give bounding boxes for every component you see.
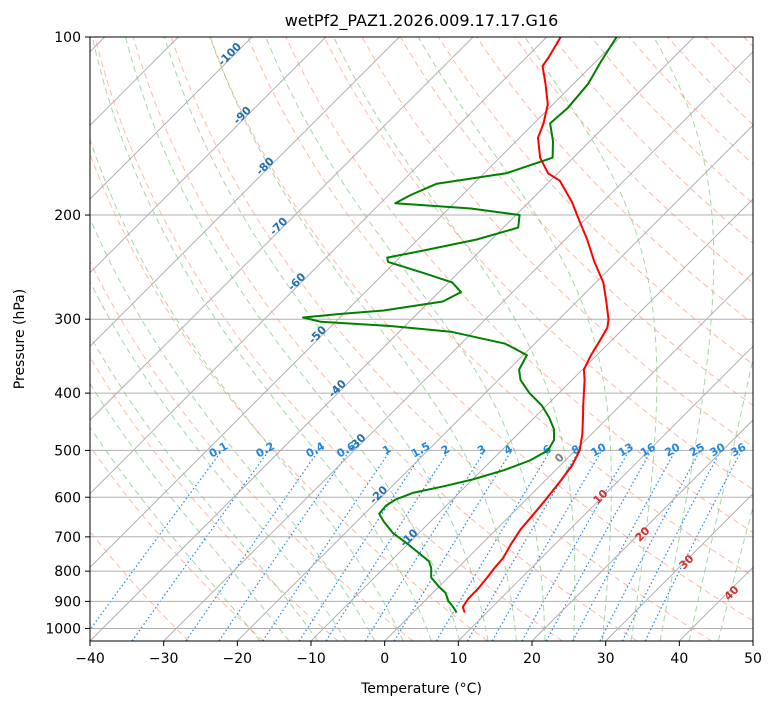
x-tick-label: 20 — [523, 651, 541, 667]
y-tick-label: 800 — [54, 564, 81, 580]
isotherm-line — [90, 37, 548, 495]
isotherm-line — [163, 50, 753, 641]
moist-adiabat — [688, 355, 753, 641]
mixing-ratio-line — [644, 450, 743, 641]
dry-adiabat — [90, 445, 264, 641]
y-tick-label: 100 — [54, 30, 81, 46]
moist-adiabat — [90, 280, 347, 641]
y-tick-label: 200 — [54, 208, 81, 224]
moist-adiabat — [163, 37, 489, 641]
x-tick-label: −20 — [223, 651, 253, 667]
y-tick-label: 600 — [54, 490, 81, 506]
isotherm-line — [90, 37, 695, 641]
temperature-trace — [461, 37, 610, 613]
dry-adiabat — [247, 37, 753, 577]
dry-adiabat — [94, 37, 563, 641]
x-tick-label: −10 — [296, 651, 326, 667]
y-axis-label: Pressure (hPa) — [12, 289, 28, 389]
background-lines — [90, 37, 753, 641]
x-tick-label: −30 — [149, 651, 179, 667]
dry-adiabat — [323, 37, 753, 491]
dry-adiabat — [90, 260, 414, 641]
dry-adiabat — [476, 37, 753, 325]
mixing-ratio-line — [572, 450, 677, 641]
mixing-ratio-line — [262, 450, 391, 641]
isotherm-line — [90, 37, 474, 421]
isotherm-line — [531, 419, 753, 641]
isotherm-line — [90, 37, 253, 200]
moist-adiabat — [653, 37, 715, 641]
x-axis: −40 −30 −20 −10 0 10 20 30 40 50 — [75, 641, 762, 667]
mixing-ratio-line — [393, 450, 513, 641]
moist-adiabat — [90, 426, 261, 641]
dry-adiabat — [209, 37, 753, 622]
y-tick-label: 1000 — [45, 621, 81, 637]
plot-frame — [89, 36, 754, 642]
isotherm-line — [310, 198, 753, 641]
moist-adiabat — [90, 217, 376, 641]
dry-adiabat — [170, 37, 712, 641]
y-tick-label: 400 — [54, 386, 81, 402]
x-tick-label: 50 — [744, 651, 762, 667]
dry-adiabat — [285, 37, 753, 534]
y-tick-label: 500 — [54, 443, 81, 459]
isotherm-line — [90, 37, 327, 274]
moist-adiabat — [417, 37, 612, 641]
moist-adiabat — [90, 382, 290, 641]
x-tick-label: 30 — [597, 651, 615, 667]
mixing-ratio-line — [325, 450, 450, 641]
moist-adiabat — [91, 37, 432, 641]
x-axis-label: Temperature (°C) — [360, 681, 482, 697]
mixing-ratio-line — [545, 450, 652, 641]
chart-title: wetPf2_PAZ1.2026.009.17.17.G16 — [285, 11, 559, 31]
y-tick-label: 900 — [54, 594, 81, 610]
mixing-ratio-line — [185, 450, 320, 641]
mixing-ratio-line — [621, 450, 722, 641]
x-tick-label: 0 — [380, 651, 389, 667]
isotherm-line — [752, 640, 753, 641]
x-tick-label: 10 — [449, 651, 467, 667]
isotherm-line — [457, 345, 753, 641]
isotherm-line — [236, 124, 753, 641]
y-axis: 100 200 300 400 500 600 700 800 900 1000 — [45, 30, 90, 637]
moist-adiabat — [524, 37, 658, 641]
moist-adiabat — [265, 37, 546, 641]
mixing-ratio-line — [218, 450, 351, 641]
grid-lines — [90, 37, 753, 641]
isotherm-line — [384, 271, 753, 641]
dry-adiabat — [514, 37, 753, 284]
dry-adiabat — [90, 356, 339, 641]
isotherm-line — [90, 37, 621, 569]
y-tick-label: 700 — [54, 530, 81, 546]
y-tick-label: 300 — [54, 312, 81, 328]
moist-adiabat — [717, 505, 753, 641]
x-tick-label: −40 — [75, 651, 105, 667]
plot-area — [90, 37, 753, 641]
moist-adiabat — [209, 37, 517, 641]
moist-adiabat — [90, 334, 319, 641]
isotherm-line — [605, 492, 753, 641]
sounding-traces — [302, 37, 618, 614]
mixing-ratio-line — [298, 450, 425, 641]
mixing-ratio-line — [521, 450, 630, 641]
isotherm-line — [90, 37, 400, 348]
x-tick-label: 40 — [670, 651, 688, 667]
dewpoint-trace — [302, 37, 618, 614]
moist-adiabat — [125, 37, 461, 641]
moist-adiabat — [90, 138, 404, 641]
mixing-ratio-line — [90, 450, 223, 631]
